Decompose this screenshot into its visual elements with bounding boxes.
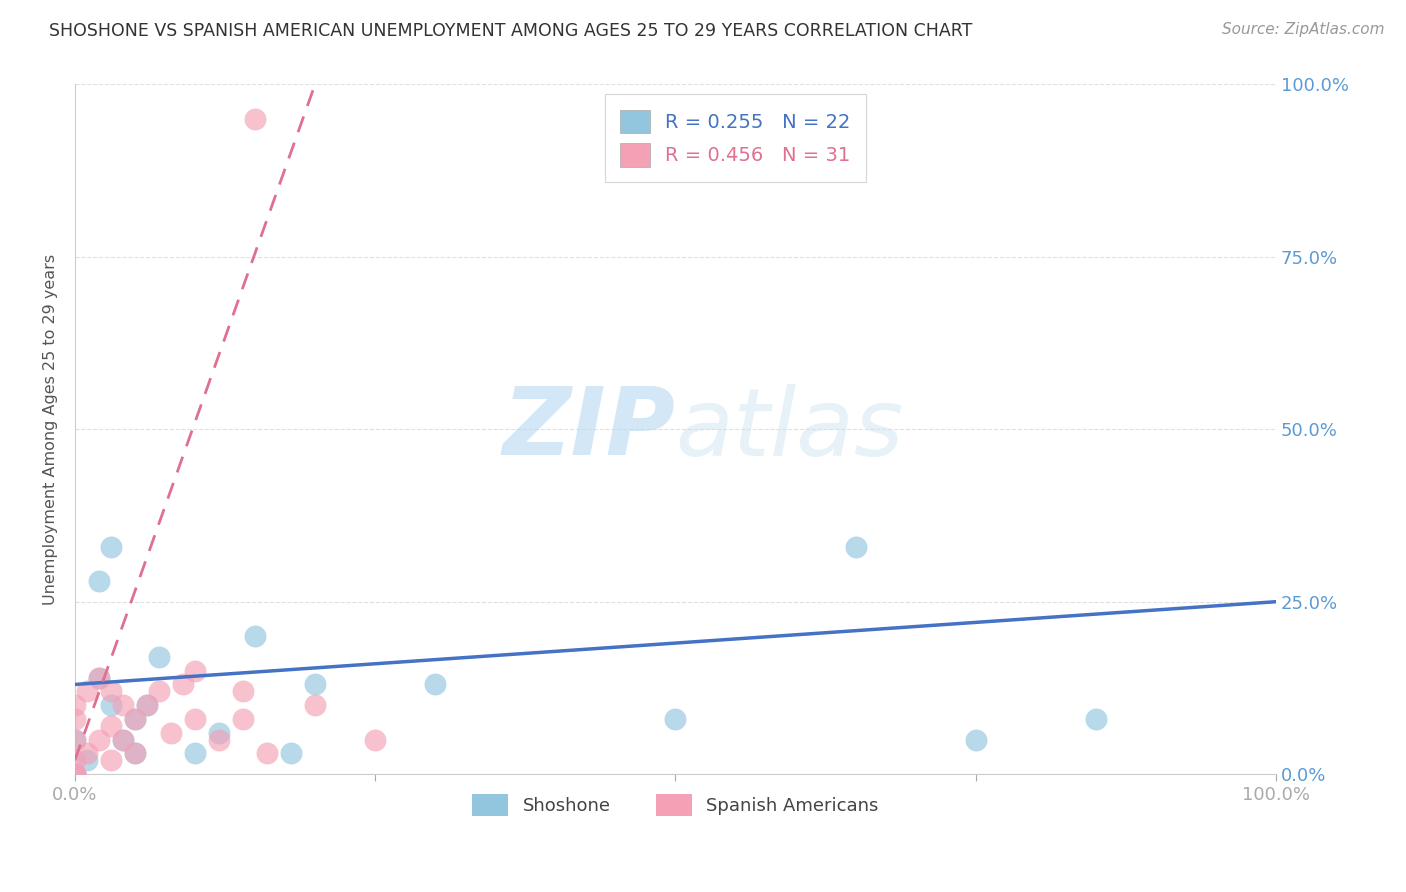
Legend: Shoshone, Spanish Americans: Shoshone, Spanish Americans [465, 788, 886, 823]
Point [100, 753, 122, 767]
Point [63, 712, 86, 726]
Point [364, 732, 387, 747]
Y-axis label: Unemployment Among Ages 25 to 29 years: Unemployment Among Ages 25 to 29 years [44, 253, 58, 605]
Point [76, 753, 98, 767]
Point [87, 671, 110, 685]
Point [63, 732, 86, 747]
Point [124, 712, 146, 726]
Point [63, 732, 86, 747]
Point [124, 747, 146, 761]
Point [243, 629, 266, 643]
Point [63, 767, 86, 781]
Point [111, 698, 134, 713]
Point [256, 747, 278, 761]
Point [1084, 712, 1107, 726]
Point [100, 698, 122, 713]
Point [87, 574, 110, 588]
Point [76, 747, 98, 761]
Point [160, 725, 183, 739]
Point [172, 677, 194, 691]
Point [87, 671, 110, 685]
Point [100, 719, 122, 733]
Point [63, 767, 86, 781]
Text: ZIP: ZIP [502, 384, 675, 475]
Text: Source: ZipAtlas.com: Source: ZipAtlas.com [1222, 22, 1385, 37]
Point [63, 753, 86, 767]
Point [63, 767, 86, 781]
Point [304, 698, 326, 713]
Point [148, 684, 170, 698]
Point [148, 649, 170, 664]
Point [243, 112, 266, 126]
Text: SHOSHONE VS SPANISH AMERICAN UNEMPLOYMENT AMONG AGES 25 TO 29 YEARS CORRELATION : SHOSHONE VS SPANISH AMERICAN UNEMPLOYMEN… [49, 22, 973, 40]
Point [135, 698, 157, 713]
Point [184, 712, 207, 726]
Text: atlas: atlas [675, 384, 904, 475]
Point [280, 747, 302, 761]
Point [184, 747, 207, 761]
Point [423, 677, 446, 691]
Point [100, 684, 122, 698]
Point [87, 732, 110, 747]
Point [844, 540, 866, 554]
Point [232, 712, 254, 726]
Point [135, 698, 157, 713]
Point [124, 747, 146, 761]
Point [124, 712, 146, 726]
Point [100, 540, 122, 554]
Point [208, 732, 231, 747]
Point [208, 725, 231, 739]
Point [111, 732, 134, 747]
Point [63, 767, 86, 781]
Point [184, 664, 207, 678]
Point [664, 712, 686, 726]
Point [63, 698, 86, 713]
Point [304, 677, 326, 691]
Point [232, 684, 254, 698]
Point [111, 732, 134, 747]
Point [965, 732, 987, 747]
Point [76, 684, 98, 698]
